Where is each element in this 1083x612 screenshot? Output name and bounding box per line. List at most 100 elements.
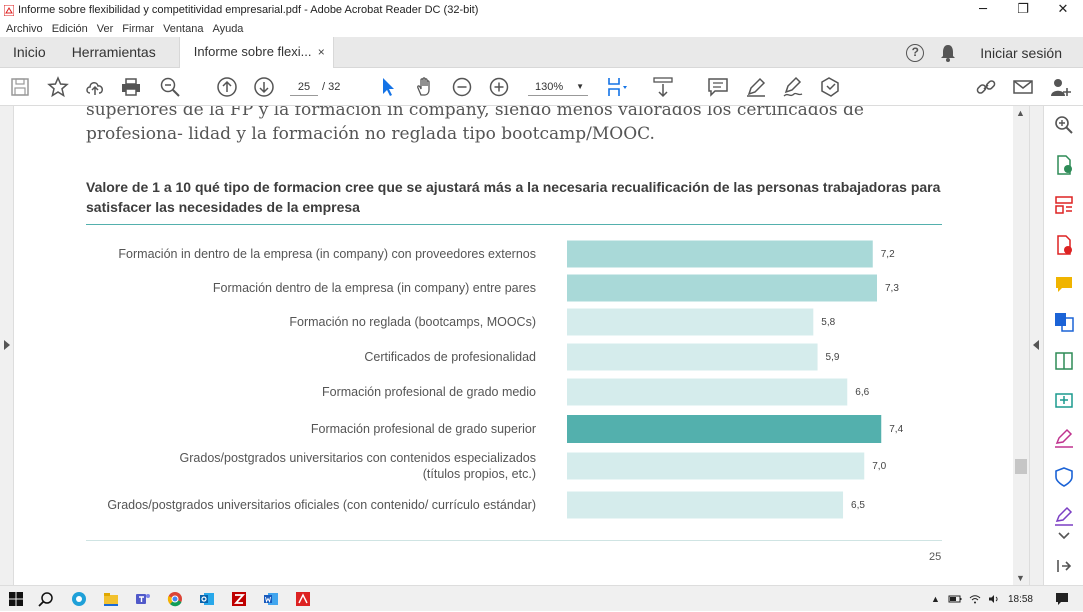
menu-edicion[interactable]: Edición [51, 22, 88, 35]
acrobat-taskbar-icon[interactable] [295, 591, 311, 607]
left-panel-toggle[interactable] [0, 106, 14, 585]
link-share-icon[interactable] [975, 76, 997, 98]
edit-sign-icon[interactable] [1054, 506, 1074, 526]
outlook-icon[interactable] [199, 591, 215, 607]
tab-bar: Inicio Herramientas Informe sobre flexi.… [0, 36, 1083, 68]
page-total-label: / 32 [322, 81, 341, 93]
edge-browser-icon[interactable] [71, 591, 87, 607]
mail-icon[interactable] [1012, 76, 1034, 98]
page-display-icon[interactable] [606, 76, 628, 98]
bar-value-label: 6,6 [855, 387, 869, 398]
chart-bar [567, 308, 814, 336]
bar-value-label: 7,0 [872, 461, 886, 472]
system-tray: ▲ 18:58 [931, 586, 1083, 612]
chart-bar [567, 378, 848, 406]
protect-shield-icon[interactable] [1054, 467, 1074, 487]
page-number-input[interactable]: 25 [290, 78, 318, 96]
menu-ayuda[interactable]: Ayuda [212, 22, 244, 35]
select-cursor-icon[interactable] [377, 76, 399, 98]
filezilla-icon[interactable] [231, 591, 247, 607]
zoom-out-icon[interactable] [451, 76, 473, 98]
menu-firmar[interactable]: Firmar [122, 22, 155, 35]
highlight-pen-icon[interactable] [745, 76, 767, 98]
zoom-in-icon[interactable] [488, 76, 510, 98]
chart-bar [567, 343, 818, 371]
scrollbar-thumb[interactable] [1015, 459, 1027, 474]
tab-document[interactable]: Informe sobre flexi... × [178, 36, 334, 68]
previous-page-icon[interactable] [216, 76, 238, 98]
create-pdf-icon[interactable] [1054, 235, 1074, 255]
category-label: Formación profesional de grado superior [311, 422, 536, 436]
comment-tool-icon[interactable] [1054, 275, 1074, 295]
battery-icon[interactable] [948, 594, 962, 604]
window-title-bar: Informe sobre flexibilidad y competitivi… [0, 0, 1083, 20]
help-icon[interactable]: ? [906, 43, 925, 62]
chrome-icon[interactable] [167, 591, 183, 607]
tray-chevron-up-icon[interactable]: ▲ [931, 594, 940, 604]
zoom-search-icon[interactable] [159, 76, 181, 98]
close-tab-icon[interactable]: × [317, 44, 325, 59]
bell-icon[interactable] [940, 44, 956, 62]
wifi-icon[interactable] [969, 594, 981, 604]
zoom-select[interactable]: 130% ▼ [528, 78, 588, 96]
expand-left-icon [4, 340, 10, 350]
category-label: Certificados de profesionalidad [364, 350, 536, 364]
notification-icon[interactable] [1055, 592, 1069, 606]
organize-pages-icon[interactable] [1054, 195, 1074, 215]
scroll-down-icon[interactable]: ▼ [1016, 573, 1025, 583]
menu-archivo[interactable]: Archivo [6, 22, 43, 35]
sign-in-button[interactable]: Iniciar sesión [980, 44, 1062, 61]
combine-files-icon[interactable] [1054, 312, 1074, 332]
export-pdf-icon[interactable] [1054, 155, 1074, 175]
word-icon[interactable] [263, 591, 279, 607]
bar-value-label: 7,2 [881, 249, 895, 260]
toolbar: 25 / 32 130% ▼ [0, 68, 1083, 106]
scroll-mode-icon[interactable] [652, 76, 674, 98]
send-review-icon[interactable] [1054, 390, 1074, 410]
teams-icon[interactable] [135, 591, 151, 607]
scroll-up-icon[interactable]: ▲ [1016, 108, 1025, 118]
volume-icon[interactable] [988, 594, 1000, 604]
save-icon[interactable] [9, 76, 31, 98]
file-explorer-icon[interactable] [103, 591, 119, 607]
bar-value-label: 7,3 [885, 283, 899, 294]
close-window-button[interactable]: ✕ [1057, 2, 1069, 17]
vertical-scrollbar[interactable]: ▲ ▼ [1013, 106, 1029, 585]
more-tools-chevron-icon[interactable] [1054, 526, 1074, 546]
comment-icon[interactable] [707, 76, 729, 98]
tab-herramientas[interactable]: Herramientas [71, 43, 156, 60]
tab-document-label: Informe sobre flexi... [193, 43, 312, 59]
minimize-button[interactable]: ─ [979, 2, 987, 17]
chart-bar [567, 415, 882, 443]
menu-ventana[interactable]: Ventana [163, 22, 204, 35]
category-label: Grados/postgrados universitarios oficial… [107, 498, 536, 512]
page-number: 25 [929, 551, 942, 563]
compress-pdf-icon[interactable] [1054, 351, 1074, 371]
maximize-button[interactable]: ❐ [1017, 2, 1029, 17]
bookmark-star-icon[interactable] [47, 76, 69, 98]
right-panel-toggle[interactable] [1029, 106, 1043, 585]
upload-cloud-icon[interactable] [84, 76, 106, 98]
body-paragraph: superiores de la FP y la formación in co… [86, 106, 864, 144]
document-viewport[interactable]: superiores de la FP y la formación in co… [0, 106, 1043, 585]
zoom-tool-icon[interactable] [1054, 115, 1074, 135]
taskbar-clock[interactable]: 18:58 [1007, 593, 1033, 605]
category-label: Formación in dentro de la empresa (in co… [118, 247, 536, 261]
chart-bar [567, 491, 844, 519]
fill-sign-icon[interactable] [1054, 428, 1074, 448]
search-icon[interactable] [38, 591, 54, 607]
print-icon[interactable] [120, 76, 142, 98]
windows-start-icon[interactable] [8, 591, 24, 607]
windows-taskbar: ▲ 18:58 [0, 585, 1083, 611]
menu-ver[interactable]: Ver [96, 22, 114, 35]
hand-tool-icon[interactable] [414, 76, 436, 98]
add-user-icon[interactable] [1049, 76, 1071, 98]
tools-panel [1043, 106, 1083, 585]
category-label: Formación dentro de la empresa (in compa… [213, 281, 536, 295]
collapse-panel-icon[interactable] [1054, 556, 1074, 576]
tab-inicio[interactable]: Inicio [13, 43, 46, 60]
bar-value-label: 7,4 [889, 424, 903, 435]
next-page-icon[interactable] [253, 76, 275, 98]
stamp-icon[interactable] [819, 76, 841, 98]
signature-icon[interactable] [782, 76, 804, 98]
